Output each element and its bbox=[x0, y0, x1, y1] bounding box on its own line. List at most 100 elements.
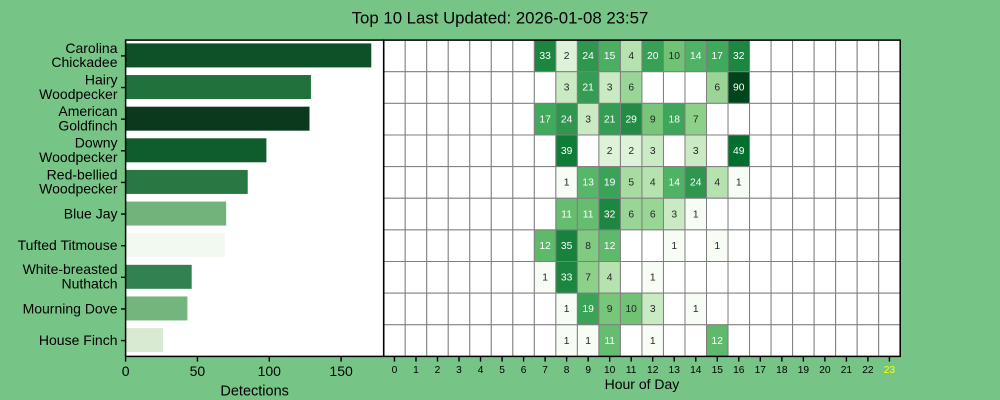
svg-text:39: 39 bbox=[561, 146, 573, 157]
svg-text:2: 2 bbox=[564, 51, 570, 62]
svg-text:21: 21 bbox=[582, 83, 594, 94]
svg-text:9: 9 bbox=[585, 365, 591, 376]
svg-text:3: 3 bbox=[585, 114, 591, 125]
svg-text:2: 2 bbox=[628, 146, 634, 157]
svg-text:Tufted Titmouse: Tufted Titmouse bbox=[18, 237, 118, 253]
svg-text:14: 14 bbox=[690, 51, 702, 62]
svg-text:33: 33 bbox=[561, 273, 573, 284]
svg-text:6: 6 bbox=[714, 83, 720, 94]
svg-text:0: 0 bbox=[122, 363, 130, 379]
svg-text:12: 12 bbox=[647, 365, 659, 376]
svg-text:23: 23 bbox=[884, 365, 896, 376]
svg-text:5: 5 bbox=[499, 365, 505, 376]
svg-text:6: 6 bbox=[628, 83, 634, 94]
svg-text:10: 10 bbox=[604, 365, 616, 376]
svg-text:Hour of Day: Hour of Day bbox=[605, 376, 680, 392]
svg-text:2: 2 bbox=[607, 146, 613, 157]
svg-text:17: 17 bbox=[539, 114, 551, 125]
svg-text:8: 8 bbox=[585, 241, 591, 252]
svg-text:18: 18 bbox=[776, 365, 788, 376]
svg-text:33: 33 bbox=[539, 51, 551, 62]
svg-text:Woodpecker: Woodpecker bbox=[39, 181, 118, 197]
svg-text:20: 20 bbox=[819, 365, 831, 376]
svg-text:1: 1 bbox=[650, 336, 656, 347]
svg-text:3: 3 bbox=[607, 83, 613, 94]
svg-text:7: 7 bbox=[585, 273, 591, 284]
svg-text:15: 15 bbox=[604, 51, 616, 62]
svg-text:Downy: Downy bbox=[75, 135, 118, 151]
svg-text:24: 24 bbox=[690, 178, 702, 189]
svg-text:35: 35 bbox=[561, 241, 573, 252]
svg-text:1: 1 bbox=[650, 273, 656, 284]
svg-text:Red-bellied: Red-bellied bbox=[47, 166, 118, 182]
svg-text:17: 17 bbox=[755, 365, 767, 376]
svg-text:1: 1 bbox=[736, 178, 742, 189]
svg-text:10: 10 bbox=[668, 51, 680, 62]
svg-text:1: 1 bbox=[714, 241, 720, 252]
svg-text:32: 32 bbox=[604, 209, 616, 220]
svg-text:White-breasted: White-breasted bbox=[23, 261, 118, 277]
svg-text:0: 0 bbox=[392, 365, 398, 376]
svg-text:2: 2 bbox=[435, 365, 441, 376]
svg-text:8: 8 bbox=[564, 365, 570, 376]
svg-text:6: 6 bbox=[628, 209, 634, 220]
svg-text:12: 12 bbox=[604, 241, 616, 252]
svg-text:29: 29 bbox=[625, 114, 637, 125]
svg-text:49: 49 bbox=[733, 146, 745, 157]
svg-text:50: 50 bbox=[190, 363, 206, 379]
svg-text:4: 4 bbox=[478, 365, 484, 376]
svg-text:American: American bbox=[58, 103, 117, 119]
svg-text:Detections: Detections bbox=[220, 383, 289, 399]
svg-text:House Finch: House Finch bbox=[39, 332, 118, 348]
svg-text:10: 10 bbox=[625, 304, 637, 315]
svg-text:Carolina: Carolina bbox=[65, 40, 117, 56]
svg-text:19: 19 bbox=[604, 178, 616, 189]
svg-text:100: 100 bbox=[258, 363, 282, 379]
svg-text:21: 21 bbox=[604, 114, 616, 125]
svg-text:6: 6 bbox=[650, 209, 656, 220]
svg-text:17: 17 bbox=[712, 51, 724, 62]
svg-text:4: 4 bbox=[650, 178, 656, 189]
svg-text:21: 21 bbox=[841, 365, 853, 376]
svg-text:24: 24 bbox=[561, 114, 573, 125]
svg-text:13: 13 bbox=[582, 178, 594, 189]
svg-text:90: 90 bbox=[733, 83, 745, 94]
svg-text:Nuthatch: Nuthatch bbox=[61, 276, 117, 292]
svg-text:12: 12 bbox=[539, 241, 551, 252]
svg-text:1: 1 bbox=[413, 365, 419, 376]
svg-text:4: 4 bbox=[714, 178, 720, 189]
svg-text:Goldfinch: Goldfinch bbox=[58, 117, 117, 133]
svg-text:1: 1 bbox=[671, 241, 677, 252]
svg-text:3: 3 bbox=[564, 83, 570, 94]
svg-text:11: 11 bbox=[626, 365, 637, 376]
svg-text:4: 4 bbox=[607, 273, 613, 284]
svg-text:15: 15 bbox=[712, 365, 724, 376]
svg-text:3: 3 bbox=[650, 146, 656, 157]
svg-text:14: 14 bbox=[668, 178, 680, 189]
svg-text:18: 18 bbox=[668, 114, 680, 125]
svg-text:3: 3 bbox=[456, 365, 462, 376]
svg-text:19: 19 bbox=[798, 365, 810, 376]
svg-text:20: 20 bbox=[647, 51, 659, 62]
svg-text:9: 9 bbox=[607, 304, 613, 315]
svg-text:Mourning Dove: Mourning Dove bbox=[23, 300, 118, 316]
svg-text:1: 1 bbox=[564, 304, 570, 315]
svg-text:Hairy: Hairy bbox=[85, 71, 118, 87]
svg-text:6: 6 bbox=[521, 365, 527, 376]
svg-text:Blue Jay: Blue Jay bbox=[64, 205, 118, 221]
svg-text:11: 11 bbox=[604, 336, 615, 347]
svg-text:7: 7 bbox=[542, 365, 548, 376]
svg-text:22: 22 bbox=[862, 365, 874, 376]
svg-text:7: 7 bbox=[693, 114, 699, 125]
svg-text:Woodpecker: Woodpecker bbox=[39, 86, 118, 102]
svg-text:3: 3 bbox=[650, 304, 656, 315]
svg-text:3: 3 bbox=[671, 209, 677, 220]
svg-text:12: 12 bbox=[712, 336, 724, 347]
svg-text:19: 19 bbox=[582, 304, 594, 315]
svg-text:1: 1 bbox=[542, 273, 548, 284]
svg-text:3: 3 bbox=[693, 146, 699, 157]
svg-text:32: 32 bbox=[733, 51, 745, 62]
svg-text:Woodpecker: Woodpecker bbox=[39, 149, 118, 165]
svg-text:1: 1 bbox=[564, 178, 570, 189]
svg-text:1: 1 bbox=[693, 209, 699, 220]
